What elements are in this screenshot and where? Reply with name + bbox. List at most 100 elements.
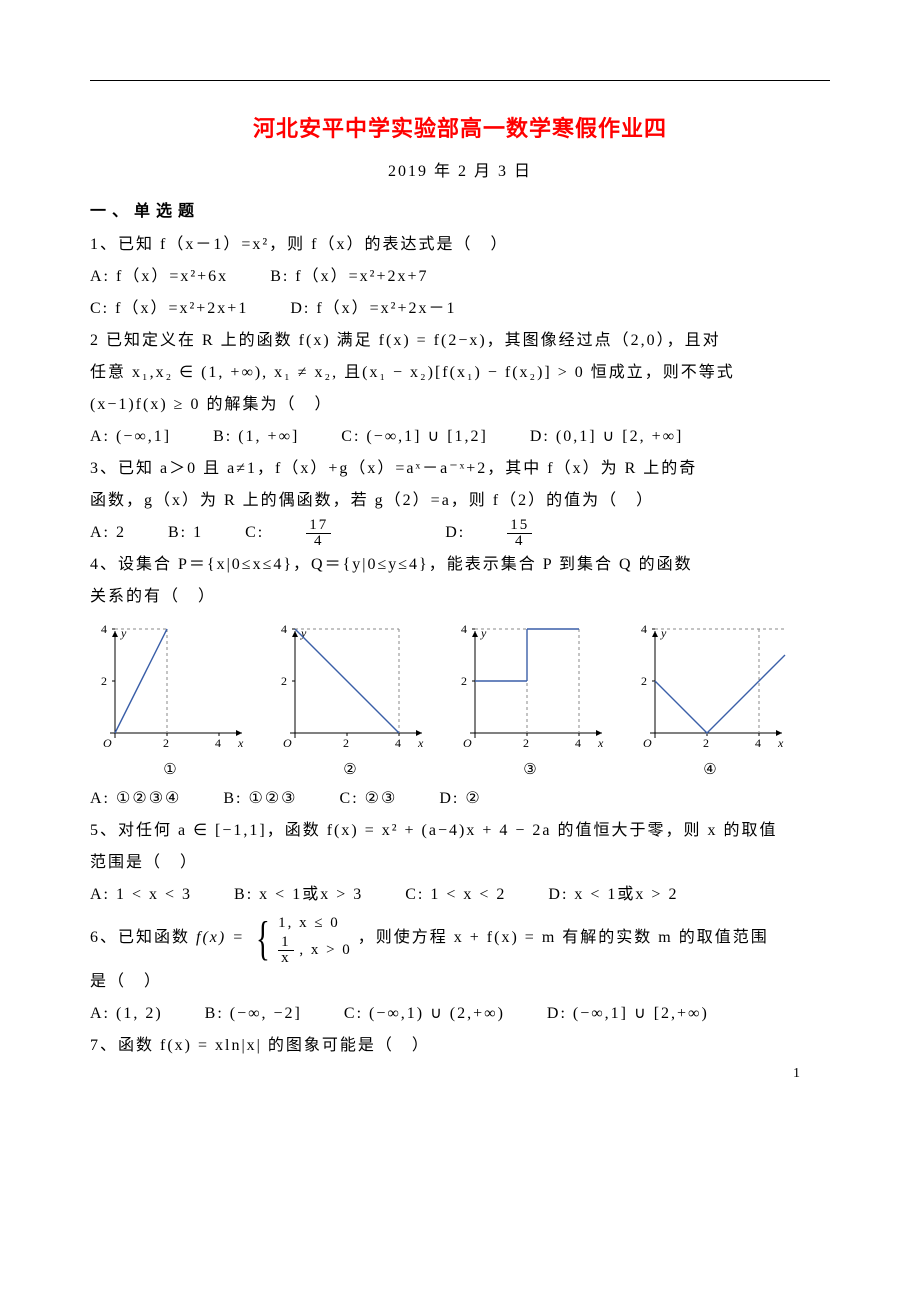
q4-opt-b: B: ①②③: [223, 783, 297, 815]
svg-text:4: 4: [755, 736, 761, 750]
q3-d-frac: 15 4: [507, 518, 568, 549]
q4-graphs: Oyx2424 ① Oyx2424 ② Oyx2424 ③ Oyx2424 ④: [90, 623, 830, 779]
q5-opts: A: 1 < x < 3 B: x < 1或x > 3 C: 1 < x < 2…: [90, 879, 830, 911]
q7-stem: 7、函数 f(x) = xln|x| 的图象可能是（ ）: [90, 1030, 830, 1062]
svg-text:4: 4: [395, 736, 401, 750]
page-number: 1: [793, 1066, 800, 1082]
q3-opt-b: B: 1: [168, 517, 203, 549]
q3-d-den: 4: [507, 534, 532, 549]
q6-stem: 6、已知函数 f(x) = { 1, x ≤ 0 1 x , x > 0 ，则使…: [90, 911, 830, 966]
page-title: 河北安平中学实验部高一数学寒假作业四: [90, 111, 830, 143]
q2-opt-a: A: (−∞,1]: [90, 421, 171, 453]
q1-opts-row1: A: f（x）=x²+6x B: f（x）=x²+2x+7: [90, 261, 830, 293]
q4-stem-l2: 关系的有（ ）: [90, 581, 830, 613]
q1-opt-a: A: f（x）=x²+6x: [90, 261, 228, 293]
svg-text:4: 4: [215, 736, 221, 750]
svg-text:y: y: [660, 626, 667, 640]
q6-opt-b: B: (−∞, −2]: [205, 998, 302, 1030]
svg-text:4: 4: [641, 623, 647, 636]
q5-opt-c: C: 1 < x < 2: [405, 879, 506, 911]
svg-text:2: 2: [641, 674, 647, 688]
q4-opt-c: C: ②③: [340, 783, 398, 815]
q2-opt-b: B: (1, +∞]: [213, 421, 299, 453]
q2-stem-l2: 任意 x₁,x₂ ∈ (1, +∞), x₁ ≠ x₂, 且(x₁ − x₂)[…: [90, 357, 830, 389]
q3-opt-a: A: 2: [90, 517, 126, 549]
q4-label-4: ④: [630, 760, 790, 779]
svg-text:2: 2: [281, 674, 287, 688]
q2-opts: A: (−∞,1] B: (1, +∞] C: (−∞,1] ∪ [1,2] D…: [90, 421, 830, 453]
top-rule: [90, 80, 830, 81]
svg-text:O: O: [103, 736, 112, 750]
svg-text:y: y: [480, 626, 487, 640]
q4-svg-4: Oyx2424: [630, 623, 790, 758]
svg-text:2: 2: [523, 736, 529, 750]
q3-opts: A: 2 B: 1 C: 17 4 D: 15 4: [90, 517, 830, 549]
q1-opt-d: D: f（x）=x²+2x－1: [290, 293, 456, 325]
q1-opts-row2: C: f（x）=x²+2x+1 D: f（x）=x²+2x－1: [90, 293, 830, 325]
q1-opt-b: B: f（x）=x²+2x+7: [270, 261, 428, 293]
q4-label-3: ③: [450, 760, 610, 779]
q2-stem-l1: 2 已知定义在 R 上的函数 f(x) 满足 f(x) = f(2−x)，其图像…: [90, 325, 830, 357]
q3-stem-l2: 函数，g（x）为 R 上的偶函数，若 g（2）=a，则 f（2）的值为（ ）: [90, 485, 830, 517]
q5-opt-a: A: 1 < x < 3: [90, 879, 192, 911]
q1-opt-c: C: f（x）=x²+2x+1: [90, 293, 248, 325]
svg-text:4: 4: [575, 736, 581, 750]
q6-case2-num: 1: [278, 935, 294, 951]
q4-svg-1: Oy x 2 4 2 4: [90, 623, 250, 758]
left-brace-icon: {: [256, 915, 271, 963]
q4-svg-2: Oyx2424: [270, 623, 430, 758]
svg-text:4: 4: [461, 623, 467, 636]
q6-stem-pre: 6、已知函数: [90, 929, 190, 946]
q6-cases: 1, x ≤ 0 1 x , x > 0: [278, 911, 352, 966]
svg-text:4: 4: [281, 623, 287, 636]
svg-text:x: x: [597, 736, 604, 750]
svg-text:x: x: [777, 736, 784, 750]
q6-stem-l2: 是（ ）: [90, 966, 830, 998]
q6-case2-frac: 1 x: [278, 935, 294, 966]
svg-text:O: O: [463, 736, 472, 750]
svg-text:O: O: [643, 736, 652, 750]
q3-c-num: 17: [306, 518, 331, 534]
q3-c-den: 4: [306, 534, 331, 549]
q4-graph-2: Oyx2424 ②: [270, 623, 430, 779]
q6-opt-c: C: (−∞,1) ∪ (2,+∞): [344, 998, 505, 1030]
q6-fx: f(x) =: [196, 929, 245, 946]
q6-case2-cond: , x > 0: [299, 942, 351, 958]
q6-opt-d: D: (−∞,1] ∪ [2,+∞): [547, 998, 709, 1030]
q3-stem-l1: 3、已知 a＞0 且 a≠1，f（x）+g（x）=aˣ－a⁻ˣ+2，其中 f（x…: [90, 453, 830, 485]
q3-c-frac: 17 4: [306, 518, 367, 549]
q4-graph-4: Oyx2424 ④: [630, 623, 790, 779]
q2-opt-d: D: (0,1] ∪ [2, +∞]: [530, 421, 683, 453]
q4-graph-3: Oy x 2 4 2 4 ③: [450, 623, 610, 779]
q6-case2: 1 x , x > 0: [278, 935, 352, 966]
q3-opt-d: D: 15 4: [445, 517, 604, 549]
date-line: 2019 年 2 月 3 日: [90, 157, 830, 181]
q4-opts: A: ①②③④ B: ①②③ C: ②③ D: ②: [90, 783, 830, 815]
q3-opt-c: C: 17 4: [245, 517, 403, 549]
q6-opt-a: A: (1, 2): [90, 998, 163, 1030]
q4-opt-d: D: ②: [439, 783, 481, 815]
svg-text:4: 4: [101, 623, 107, 636]
q6-piecewise: f(x) = { 1, x ≤ 0 1 x , x > 0: [196, 911, 352, 966]
q4-opt-a: A: ①②③④: [90, 783, 181, 815]
q3-d-label: D:: [445, 517, 465, 549]
q6-stem-post: ，则使方程 x + f(x) = m 有解的实数 m 的取值范围: [358, 929, 769, 946]
svg-text:y: y: [120, 626, 127, 640]
q5-stem-l2: 范围是（ ）: [90, 847, 830, 879]
q3-c-label: C:: [245, 517, 264, 549]
svg-text:x: x: [237, 736, 244, 750]
svg-text:O: O: [283, 736, 292, 750]
q6-case1: 1, x ≤ 0: [278, 911, 352, 935]
q4-label-1: ①: [90, 760, 250, 779]
svg-text:2: 2: [101, 674, 107, 688]
q6-case2-den: x: [278, 951, 294, 966]
svg-text:2: 2: [343, 736, 349, 750]
q1-stem: 1、已知 f（x－1）=x²，则 f（x）的表达式是（ ）: [90, 229, 830, 261]
q4-stem-l1: 4、设集合 P＝{x|0≤x≤4}，Q＝{y|0≤y≤4}，能表示集合 P 到集…: [90, 549, 830, 581]
svg-text:2: 2: [461, 674, 467, 688]
q2-stem-l3: (x−1)f(x) ≥ 0 的解集为（ ）: [90, 389, 830, 421]
section-header: 一、单选题: [90, 197, 830, 221]
q3-d-num: 15: [507, 518, 532, 534]
q4-graph-1: Oy x 2 4 2 4 ①: [90, 623, 250, 779]
svg-text:2: 2: [163, 736, 169, 750]
